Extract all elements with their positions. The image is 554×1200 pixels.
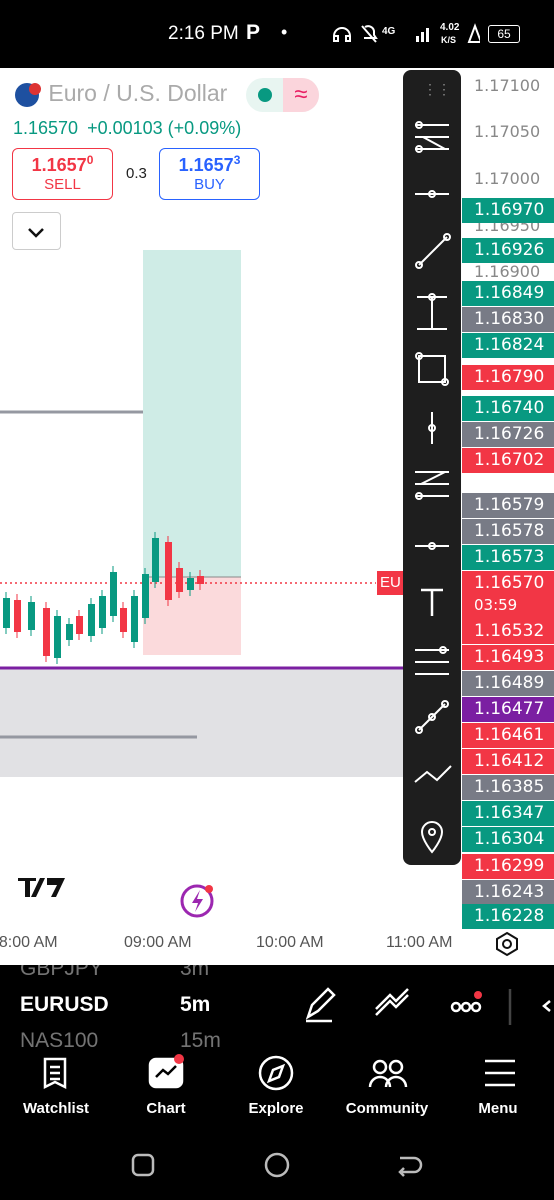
candle bbox=[142, 574, 149, 618]
candle bbox=[165, 542, 172, 600]
battery: 65 bbox=[488, 25, 520, 43]
candle bbox=[120, 608, 127, 632]
time-label: 11:00 AM bbox=[386, 934, 453, 951]
candle bbox=[197, 576, 204, 584]
price-label: 1.16304 bbox=[462, 827, 554, 852]
price-label: 1.16573 bbox=[462, 545, 554, 570]
price-label: 1.16385 bbox=[462, 775, 554, 800]
price-label: 1.16532 bbox=[462, 619, 554, 644]
sell-label: SELL bbox=[44, 176, 81, 193]
expand-button[interactable] bbox=[12, 212, 61, 250]
plot bbox=[0, 250, 403, 918]
candle bbox=[176, 568, 183, 592]
price-label: 1.16926 bbox=[462, 238, 554, 263]
price-label: 1.16970 bbox=[462, 198, 554, 223]
chart-area: Euro / U.S. Dollar ≈ 1.16570 +0.00103 (+… bbox=[0, 68, 554, 965]
price-label: 1.16824 bbox=[462, 333, 554, 358]
price-label: 1.16412 bbox=[462, 749, 554, 774]
candle bbox=[66, 624, 73, 640]
buy-price: 1.1657 bbox=[178, 155, 234, 175]
price-label: 1.16790 bbox=[462, 365, 554, 390]
buy-label: BUY bbox=[194, 176, 225, 193]
price-label: 1.16830 bbox=[462, 307, 554, 332]
scale-label: 1.17100 bbox=[474, 76, 541, 95]
symbol-header[interactable]: Euro / U.S. Dollar bbox=[12, 80, 227, 110]
price-label: 1.16461 bbox=[462, 723, 554, 748]
symbol-name: Euro / U.S. Dollar bbox=[48, 80, 228, 107]
scale-label: 1.17000 bbox=[474, 169, 541, 188]
nav-item[interactable]: Menu bbox=[478, 1100, 518, 1117]
last-price: 1.16570 bbox=[13, 118, 79, 138]
price-axis: 1.17100 1.17050 1.17000 1.16950 1.16900 1.169… bbox=[0, 68, 554, 965]
interval: 15m bbox=[180, 1029, 221, 1052]
clock: 2:16 PM bbox=[168, 23, 239, 44]
candle bbox=[28, 602, 35, 630]
sell-price: 1.1657 bbox=[31, 155, 87, 175]
candle bbox=[110, 572, 117, 616]
candle bbox=[131, 596, 138, 642]
price-label: 1.16489 bbox=[462, 671, 554, 696]
speed-unit: K/S bbox=[441, 35, 457, 45]
symbol-row[interactable]: NAS100 15m bbox=[0, 1029, 300, 1059]
candle bbox=[14, 600, 21, 632]
price-label: 1.16726 bbox=[462, 422, 554, 447]
candle bbox=[3, 598, 10, 628]
price-label: 1.16578 bbox=[462, 519, 554, 544]
current-price-label: 1.16570 03:59 bbox=[462, 571, 554, 619]
spread: 0.3 bbox=[126, 165, 147, 182]
svg-text:⋮⋮: ⋮⋮ bbox=[423, 81, 451, 97]
candle bbox=[187, 578, 194, 590]
time-label: 09:00 AM bbox=[124, 934, 192, 951]
price-label: 1.16243 bbox=[462, 880, 554, 905]
price-label: 1.16702 bbox=[462, 448, 554, 473]
buy-button[interactable]: 1.16573 BUY bbox=[159, 148, 260, 200]
speed: 4.02 bbox=[440, 22, 460, 33]
candle bbox=[99, 596, 106, 628]
candle bbox=[54, 616, 61, 658]
nav-item[interactable]: Chart bbox=[146, 1100, 186, 1117]
interval: 5m bbox=[180, 993, 211, 1016]
price-label: 1.16740 bbox=[462, 396, 554, 421]
candle bbox=[88, 604, 95, 636]
price-label: 1.16228 bbox=[462, 904, 554, 929]
nav-item[interactable]: Explore bbox=[248, 1100, 304, 1117]
candle bbox=[76, 616, 83, 634]
candle bbox=[152, 538, 159, 582]
scale-label: 1.16900 bbox=[474, 262, 541, 281]
nav-item[interactable]: Community bbox=[345, 1100, 429, 1117]
countdown: 03:59 bbox=[474, 596, 518, 614]
price-label: 1.16299 bbox=[462, 854, 554, 879]
price-label: 1.16477 bbox=[462, 697, 554, 722]
symbol-row[interactable]: EURUSD 5m bbox=[0, 993, 300, 1023]
time-label: 08:00 AM bbox=[0, 934, 58, 951]
network: 4G bbox=[382, 26, 396, 37]
price-label: 1.16579 bbox=[462, 493, 554, 518]
status-bar: 2:16 PM P • 4G 4.02 K/S 65 bbox=[0, 0, 554, 68]
symbol: GBPJPY bbox=[20, 957, 103, 980]
price-label: 1.16849 bbox=[462, 281, 554, 306]
price-label: 1.16347 bbox=[462, 801, 554, 826]
scale-label: 1.17050 bbox=[474, 122, 541, 141]
interval: 3m bbox=[180, 957, 210, 980]
symbol: EURUSD bbox=[20, 993, 109, 1016]
current-price: 1.16570 bbox=[474, 573, 545, 593]
status-icons bbox=[333, 23, 480, 43]
drawing-toolbar: ⋮⋮ bbox=[403, 70, 461, 865]
price-label: 1.16493 bbox=[462, 645, 554, 670]
nav-item[interactable]: Watchlist bbox=[22, 1100, 90, 1117]
sell-digit: 0 bbox=[86, 153, 94, 167]
price-change: +0.00103 (+0.09%) bbox=[87, 118, 242, 138]
symbol: NAS100 bbox=[20, 1029, 99, 1052]
time-label: 10:00 AM bbox=[256, 934, 324, 951]
buy-digit: 3 bbox=[233, 153, 241, 167]
market-status[interactable]: ≈ bbox=[246, 78, 319, 112]
symbol-row[interactable]: GBPJPY 3m bbox=[0, 957, 300, 987]
bottom-panel: GBPJPY 3m EURUSD 5m NAS100 15m Watchlist Chart… bbox=[0, 957, 554, 1200]
candle bbox=[43, 608, 50, 656]
sell-button[interactable]: 1.16570 SELL bbox=[12, 148, 113, 200]
